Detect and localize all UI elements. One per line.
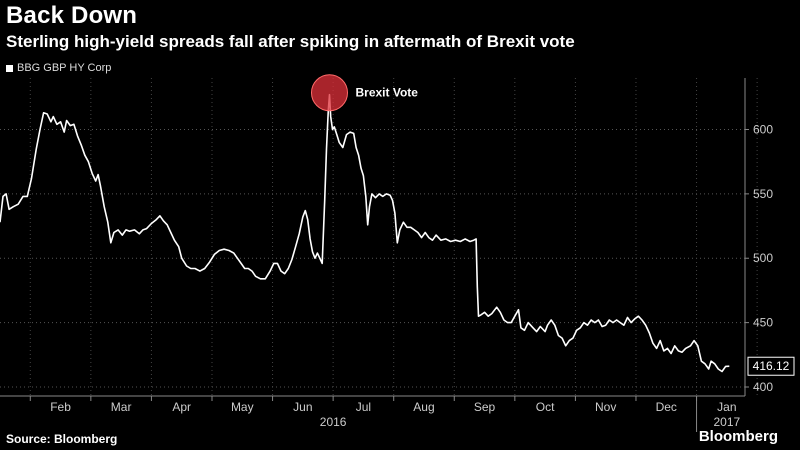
- y-tick-label-550: 550: [753, 187, 773, 201]
- x-tick-label-aug: Aug: [413, 400, 434, 414]
- x-tick-label-jun: Jun: [293, 400, 312, 414]
- annotation-label-0: Brexit Vote: [355, 86, 418, 100]
- x-tick-label-feb: Feb: [50, 400, 71, 414]
- x-year-label-2017: 2017: [713, 415, 740, 429]
- x-tick-label-apr: Apr: [172, 400, 191, 414]
- y-tick-label-600: 600: [753, 122, 773, 136]
- y-tick-label-400: 400: [753, 380, 773, 394]
- y-tick-label-450: 450: [753, 316, 773, 330]
- legend-swatch: [6, 64, 13, 72]
- series-line-0: [0, 93, 730, 373]
- y-tick-label-500: 500: [753, 251, 773, 265]
- last-value-box: [747, 356, 795, 376]
- x-tick-label-jul: Jul: [356, 400, 371, 414]
- x-year-label-2016: 2016: [320, 415, 347, 429]
- chart-subtitle: Sterling high-yield spreads fall after s…: [6, 32, 575, 51]
- x-tick-label-sep: Sep: [474, 400, 496, 414]
- legend: BBG GBP HY Corp: [6, 62, 111, 74]
- chart-title: Back Down: [6, 2, 138, 29]
- x-tick-label-may: May: [231, 400, 254, 414]
- x-tick-label-oct: Oct: [536, 400, 555, 414]
- x-tick-label-dec: Dec: [656, 400, 677, 414]
- source-note: Source: Bloomberg: [6, 432, 118, 446]
- last-value-label: 416.12: [753, 359, 790, 373]
- annotation-marker-0: [310, 74, 348, 112]
- x-tick-label-jan: Jan: [717, 400, 736, 414]
- x-tick-label-nov: Nov: [595, 400, 616, 414]
- x-tick-label-mar: Mar: [111, 400, 132, 414]
- legend-label: BBG GBP HY Corp: [17, 62, 112, 74]
- brand-logo: Bloomberg: [698, 428, 778, 445]
